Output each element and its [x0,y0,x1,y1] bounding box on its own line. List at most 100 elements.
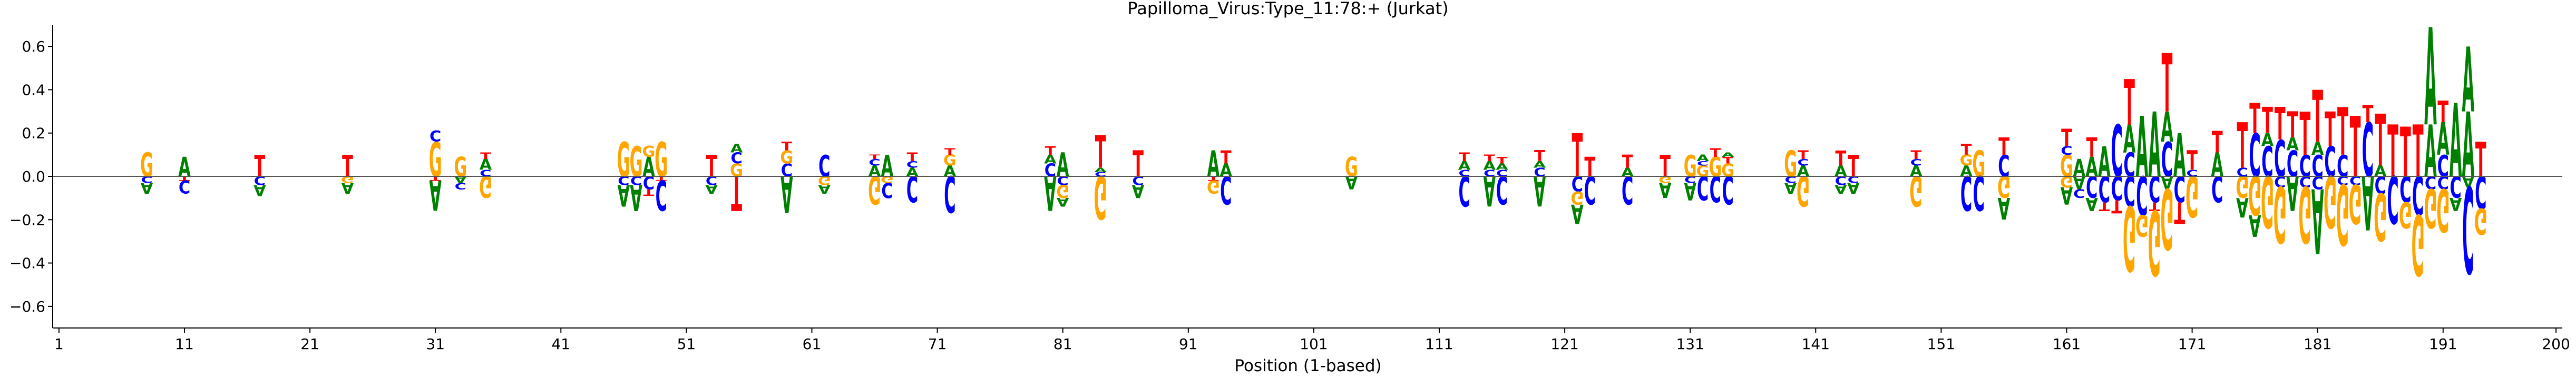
logo-letter-glyph: T [944,146,955,157]
logo-letter-A: A [1659,177,1672,202]
logo-letter-A: A [1696,153,1709,163]
logo-letter-G: G [2324,159,2337,242]
logo-letter-T: T [1798,148,1809,162]
logo-letter-C: C [2061,144,2072,158]
logo-letter-C: C [1572,171,1583,195]
logo-letter-A: A [2161,104,2173,152]
logo-letter-glyph: T [1572,122,1583,191]
logo-letter-glyph: A [1784,180,1797,197]
logo-letter-glyph: C [430,128,441,145]
logo-letter-glyph: G [1345,152,1358,183]
logo-letter-glyph: G [429,133,442,188]
logo-letter-glyph: G [140,146,153,184]
logo-letter-C: C [2099,167,2110,209]
logo-letter-glyph: T [1722,155,1733,166]
logo-letter-G: G [868,167,881,212]
logo-letter-G: G [479,169,492,204]
logo-letter-A: A [2362,158,2374,245]
logo-letter-T: T [1534,147,1545,165]
logo-letter-G: G [2436,175,2450,244]
logo-letter-glyph: G [1997,169,2011,204]
x-tick-label: 51 [677,335,696,353]
logo-letter-glyph: C [2324,139,2336,187]
logo-letter-A: A [1998,191,2011,225]
chart-title: Papilloma_Virus:Type_11:78:+ (Jurkat) [1127,0,1448,18]
logo-letter-glyph: A [1722,152,1734,158]
logo-letter-glyph: T [342,149,353,184]
logo-letter-glyph: T [1622,151,1633,172]
logo-letter-C: C [2387,161,2398,236]
logo-letter-C: C [1584,167,1596,212]
logo-letter-A: A [1534,166,1546,214]
logo-letter-A: A [2211,146,2223,184]
logo-letter-glyph: T [782,140,793,153]
y-tick-label: −0.4 [9,255,45,272]
logo-letter-C: C [869,157,880,168]
logo-letter-glyph: A [630,176,642,218]
logo-letter-glyph: T [2475,133,2486,188]
y-tick-label: 0.6 [22,38,45,55]
logo-letter-G: G [730,160,743,181]
logo-letter-A: A [253,182,266,199]
logo-letter-glyph: A [1057,195,1069,208]
logo-letter-glyph: A [2286,165,2299,221]
logo-letter-T: T [1961,141,1972,158]
logo-letter-T: T [1660,149,1671,184]
x-tick-label: 41 [551,335,570,353]
logo-letter-C: C [2362,108,2374,195]
x-axis-label: Position (1-based) [1234,356,1381,375]
logo-letter-A: A [2249,208,2261,243]
logo-letter-A: A [944,163,957,180]
x-tick-label: 81 [1053,335,1072,353]
logo-letter-glyph: A [869,163,881,180]
logo-letter-glyph: T [1584,152,1595,183]
logo-letter-glyph: C [2475,166,2486,217]
logo-letter-G: G [1909,166,1923,214]
logo-letter-glyph: C [730,150,742,167]
logo-letter-C: C [2161,133,2173,188]
logo-letter-glyph: C [1710,167,1721,209]
logo-letter-T: T [2325,102,2336,157]
x-tick-label: 121 [1550,335,1578,353]
logo-letter-C: C [2399,167,2411,209]
logo-letter-C: C [906,167,918,209]
logo-letter-glyph: C [1722,167,1733,212]
logo-letter-T: T [1459,151,1470,164]
logo-letter-glyph: T [2149,199,2161,213]
logo-letter-G: G [943,152,957,169]
logo-letter-glyph: T [1095,126,1106,178]
logo-letter-G: G [2474,200,2487,242]
logo-letter-glyph: G [2148,190,2161,294]
logo-letter-glyph: G [479,169,492,204]
logo-letter-T: T [2124,67,2135,140]
logo-letter-glyph: G [2123,185,2136,290]
logo-letter-glyph: C [1496,167,1508,212]
logo-letter-G: G [2298,169,2311,258]
logo-letter-C: C [1458,166,1470,214]
logo-letter-glyph: A [2061,181,2073,209]
logo-letter-G: G [818,173,831,187]
logo-letter-glyph: C [2099,167,2110,209]
logo-letter-glyph: T [254,149,265,184]
logo-letter-glyph: G [730,160,743,181]
logo-letter-glyph: C [2136,164,2148,226]
x-tick-label: 161 [2053,335,2081,353]
logo-letter-C: C [2249,122,2260,191]
logo-letter-glyph: A [178,152,191,183]
logo-letter-T: T [2212,125,2223,160]
logo-letter-A: A [2424,0,2437,156]
logo-letter-glyph: A [1219,160,1232,181]
logo-letter-G: G [1056,181,1069,202]
logo-letter-T: T [2086,132,2097,163]
logo-letter-glyph: G [454,152,467,183]
logo-letter-glyph: G [1094,162,1107,231]
logo-letter-C: C [2211,167,2223,209]
logo-letter-A: A [341,180,354,197]
logo-letter-glyph: T [2400,114,2411,193]
logo-letter-C: C [881,177,893,202]
logo-letter-T: T [1710,146,1721,160]
logo-letter-T: T [1484,153,1495,163]
logo-letter-A: A [1483,159,1496,173]
logo-letter-G: G [2273,169,2287,258]
logo-letter-glyph: G [2474,200,2487,242]
